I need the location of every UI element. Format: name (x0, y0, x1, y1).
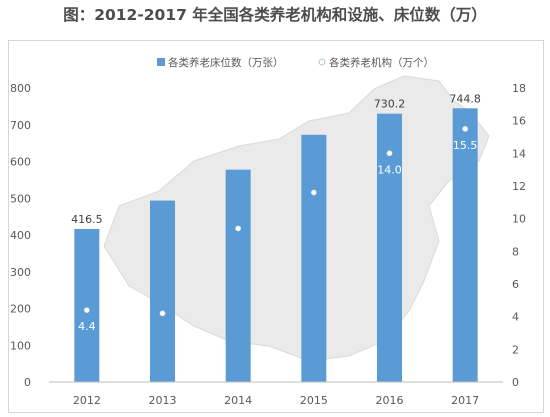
legend-bar-label: 各类养老床位数（万张） (168, 56, 284, 69)
bar-2014 (225, 169, 251, 382)
point-data-label: 4.4 (78, 320, 96, 333)
y-right-tick-label: 0 (512, 376, 519, 389)
bar-data-label: 730.2 (374, 98, 406, 111)
point-2014 (235, 225, 242, 232)
chart-title: 图：2012-2017 年全国各类养老机构和设施、床位数（万） (63, 6, 487, 24)
y-left-tick-label: 300 (10, 266, 31, 279)
x-tick-label: 2012 (73, 394, 101, 407)
bar-2017 (452, 108, 478, 382)
data-labels: 416.5 730.2 744.8 4.4 14.0 15.5 (71, 92, 481, 333)
bar-data-label: 416.5 (71, 213, 103, 226)
bar-series (74, 108, 478, 383)
y-right-tick-label: 4 (512, 311, 519, 324)
bar-2016 (377, 113, 402, 383)
y-right-tick-label: 12 (512, 180, 526, 193)
y-left-tick-label: 400 (10, 229, 31, 242)
legend-point-swatch (318, 58, 326, 66)
y-right-tick-label: 6 (512, 278, 519, 291)
y-right-tick-label: 18 (512, 82, 526, 95)
point-data-label: 14.0 (377, 163, 402, 176)
combo-chart: 0 100 200 300 400 500 600 700 800 0 2 4 6 8 10 12 14 16 18… (10, 56, 526, 407)
x-tick-label: 2017 (451, 394, 479, 407)
legend: 各类养老床位数（万张） 各类养老机构（万个） (157, 56, 434, 69)
point-2016 (386, 150, 393, 157)
legend-point-label: 各类养老机构（万个） (329, 56, 434, 69)
point-2012 (83, 307, 90, 314)
y-right-tick-label: 10 (512, 213, 526, 226)
bar-2015 (301, 134, 327, 382)
y-left-tick-label: 800 (10, 82, 31, 95)
y-left-tick-label: 700 (10, 119, 31, 132)
legend-bar-swatch (157, 58, 165, 66)
y-left-tick-label: 0 (24, 376, 31, 389)
x-tick-label: 2013 (149, 394, 177, 407)
point-2015 (310, 189, 317, 196)
axes: 0 100 200 300 400 500 600 700 800 0 2 4 6 8 10 12 14 16 18… (10, 82, 526, 407)
x-tick-label: 2014 (224, 394, 252, 407)
point-2013 (159, 310, 166, 317)
x-tick-label: 2015 (300, 394, 328, 407)
point-data-label: 15.5 (453, 139, 478, 152)
y-right-tick-label: 2 (512, 343, 519, 356)
y-left-tick-label: 500 (10, 192, 31, 205)
y-left-tick-label: 600 (10, 156, 31, 169)
chart-panel: 0 100 200 300 400 500 600 700 800 0 2 4 6 8 10 12 14 16 18… (8, 40, 544, 413)
y-right-tick-label: 14 (512, 147, 526, 160)
bar-2013 (150, 200, 175, 382)
y-right-tick-label: 16 (512, 115, 526, 128)
x-tick-label: 2016 (376, 394, 404, 407)
bar-2012 (74, 228, 100, 382)
y-left-tick-label: 200 (10, 303, 31, 316)
y-right-tick-label: 8 (512, 245, 519, 258)
point-2017 (462, 125, 469, 132)
y-left-tick-label: 100 (10, 339, 31, 352)
bar-data-label: 744.8 (449, 92, 481, 105)
